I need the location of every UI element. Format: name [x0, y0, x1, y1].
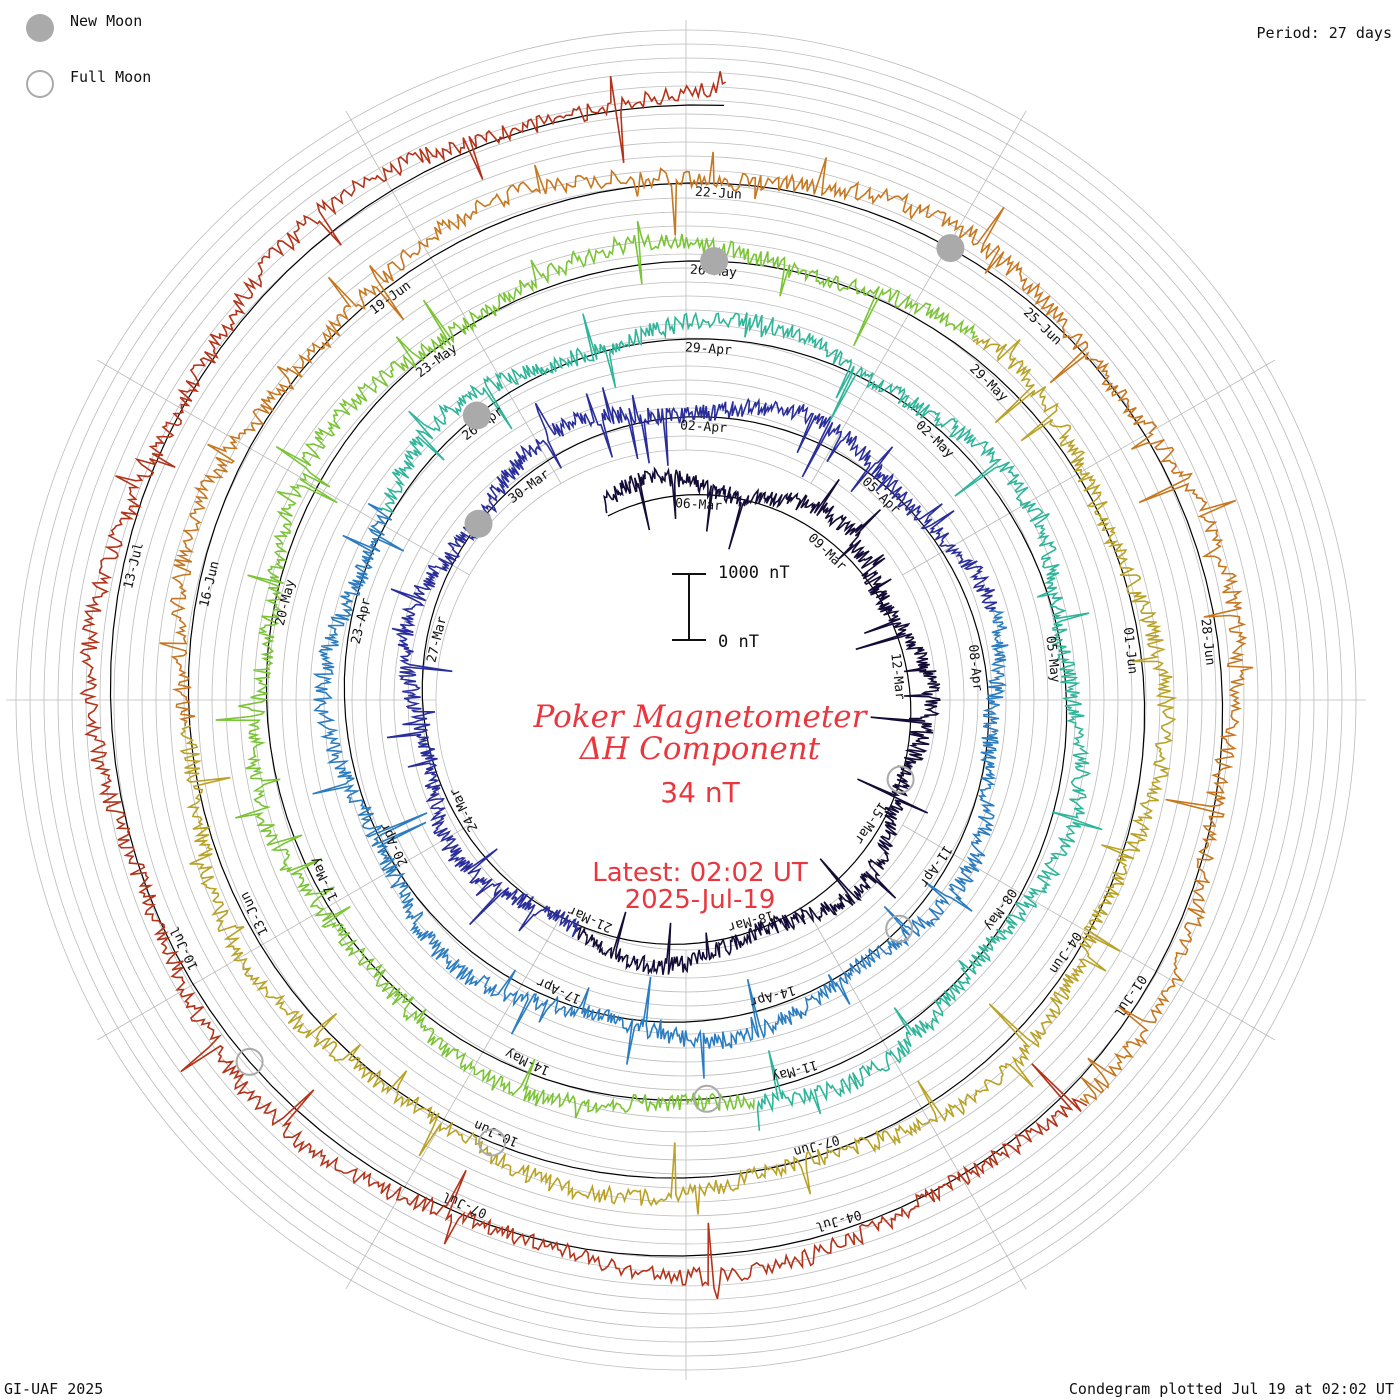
series-trace-1: [575, 466, 941, 976]
date-tick-label: 16-Jun: [197, 560, 223, 609]
date-tick-label: 13-Jul: [121, 541, 147, 590]
scale-bar: [672, 573, 706, 641]
full-moon-marker: [885, 914, 914, 943]
date-tick-label: 11-May: [770, 1057, 819, 1085]
date-tick-label: 27-Mar: [424, 615, 450, 664]
full-moon-marker: [692, 1084, 721, 1113]
full-moon-marker: [235, 1047, 264, 1076]
series-trace-2: [386, 387, 998, 938]
spiral-baseline-path: [109, 104, 1224, 1257]
date-tick-label: 05-May: [1042, 635, 1062, 683]
date-tick-label: 02-Apr: [680, 418, 728, 436]
series-trace-3: [312, 502, 1009, 1079]
scale-top-label: 1000 nT: [718, 563, 790, 583]
data-traces: [79, 71, 1254, 1300]
full-moon-marker: [478, 1128, 507, 1157]
scale-bottom-label: 0 nT: [718, 632, 759, 652]
current-value: 34 nT: [660, 776, 740, 809]
full-moon-icon: [26, 70, 54, 98]
title-line-station: Poker Magnetometer: [533, 699, 867, 735]
date-tick-label: 08-Apr: [965, 644, 985, 692]
grid-spoke: [902, 359, 1276, 576]
grid-spoke: [96, 359, 470, 576]
spiral-baseline: [109, 104, 1224, 1257]
series-trace-6: [179, 337, 1178, 1215]
date-tick-label: 29-Apr: [685, 340, 733, 358]
date-tick-label: 01-Jun: [1120, 627, 1140, 675]
latest-time: Latest: 02:02 UT: [592, 858, 808, 888]
date-tick-label: 06-Mar: [675, 496, 723, 514]
series-trace-7: [159, 151, 1254, 1105]
grid-spoke: [345, 110, 562, 484]
moon-markers: [235, 234, 965, 1157]
new-moon-marker: [936, 234, 965, 263]
new-moon-marker: [700, 247, 729, 276]
date-tick-label: 12-Mar: [887, 652, 907, 700]
grid-spoke: [345, 916, 562, 1290]
date-tick-label: 22-Jun: [695, 185, 743, 203]
series-trace-8: [79, 71, 1088, 1300]
legend-label-new-moon: New Moon: [70, 12, 143, 30]
date-tick-label: 23-Apr: [349, 596, 375, 645]
grid-spoke: [810, 110, 1027, 484]
date-tick-label: 07-Jun: [792, 1131, 841, 1159]
new-moon-marker: [462, 401, 491, 430]
footer-plotted: Condegram plotted Jul 19 at 02:02 UT: [1068, 1380, 1394, 1398]
series-trace-5: [215, 221, 978, 1119]
legend-label-full-moon: Full Moon: [70, 68, 152, 86]
legend-full-moon: Full Moon: [26, 68, 152, 98]
date-tick-label: 04-Jul: [814, 1206, 863, 1234]
series-trace-4: [379, 311, 1103, 1131]
new-moon-marker: [464, 509, 493, 538]
full-moon-marker: [886, 765, 915, 794]
period-label: Period: 27 days: [1256, 24, 1392, 42]
latest-timestamp: Latest: 02:02 UT 2025-Jul-19: [0, 860, 1400, 914]
new-moon-icon: [26, 14, 54, 42]
date-tick-label: 28-Jun: [1197, 618, 1217, 666]
legend-new-moon: New Moon: [26, 12, 143, 42]
footer-credit: GI-UAF 2025: [4, 1380, 104, 1398]
latest-date: 2025-Jul-19: [624, 885, 776, 915]
title-line-component: ΔH Component: [579, 731, 821, 767]
chart-title: Poker Magnetometer ΔH Component: [0, 701, 1400, 765]
date-tick-label: 14-Apr: [748, 982, 797, 1010]
grid-spoke: [96, 824, 470, 1041]
